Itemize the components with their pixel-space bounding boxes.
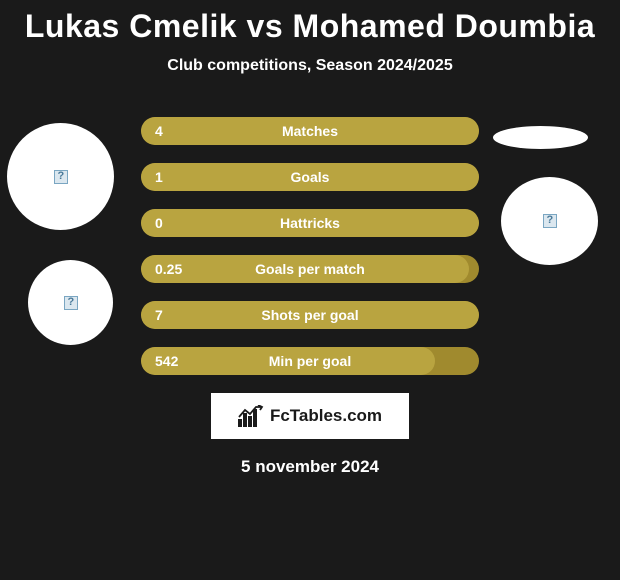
image-placeholder-icon: [54, 170, 68, 184]
stat-bar-label: Matches: [141, 117, 479, 145]
player-avatar: [28, 260, 113, 345]
page-title: Lukas Cmelik vs Mohamed Doumbia: [0, 0, 620, 45]
stat-bar-label: Goals per match: [141, 255, 479, 283]
brand-badge: FcTables.com: [211, 393, 409, 439]
stat-bar: 4Matches: [141, 117, 479, 145]
decorative-oval: [493, 126, 588, 149]
page-subtitle: Club competitions, Season 2024/2025: [0, 57, 620, 75]
brand-text: FcTables.com: [270, 406, 382, 426]
stat-bar: 0Hattricks: [141, 209, 479, 237]
image-placeholder-icon: [543, 214, 557, 228]
stat-bar-label: Min per goal: [141, 347, 479, 375]
stat-bar: 7Shots per goal: [141, 301, 479, 329]
stat-bar: 1Goals: [141, 163, 479, 191]
player-avatar: [7, 123, 114, 230]
stat-bar-label: Hattricks: [141, 209, 479, 237]
stat-bars: 4Matches 1Goals 0Hattricks 0.25Goals per ma…: [141, 117, 479, 375]
player-avatar: [501, 177, 598, 265]
image-placeholder-icon: [64, 296, 78, 310]
stat-bar-label: Goals: [141, 163, 479, 191]
stat-bar-label: Shots per goal: [141, 301, 479, 329]
stat-bar: 0.25Goals per match: [141, 255, 479, 283]
brand-icon: [238, 405, 264, 427]
date-text: 5 november 2024: [0, 457, 620, 477]
stat-bar: 542Min per goal: [141, 347, 479, 375]
